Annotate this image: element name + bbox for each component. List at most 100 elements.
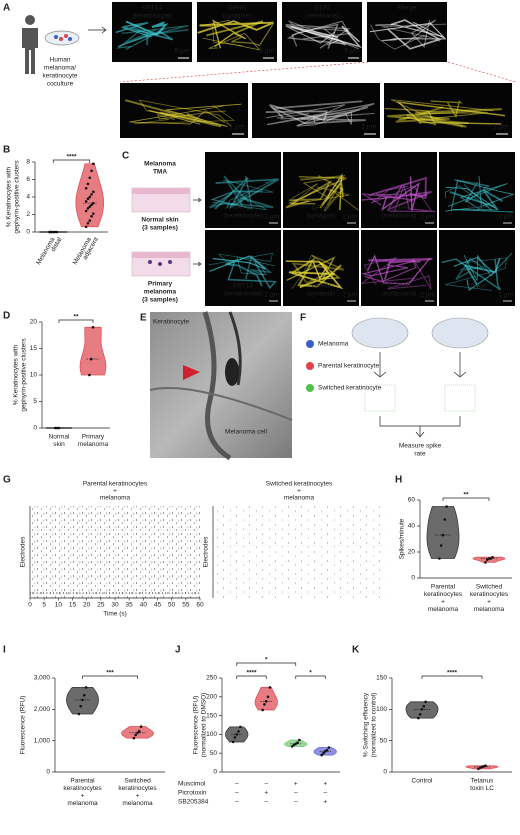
significance-bracket	[295, 675, 326, 679]
x-tick-label: melanoma	[474, 606, 505, 613]
x-tick-label: +	[81, 793, 85, 800]
x-axis-label: Time (s)	[103, 611, 127, 618]
data-point	[266, 695, 270, 699]
sample-label: melanoma	[144, 289, 177, 296]
scale-label: 2 µm	[420, 214, 435, 221]
channel-subtitle: (melanoma)	[382, 213, 417, 220]
signal	[396, 101, 506, 125]
em-image	[149, 311, 293, 461]
y-tick-label: 6	[26, 176, 30, 183]
panel-label: F	[300, 313, 306, 324]
x-tick-label: 60	[196, 602, 204, 609]
y-axis-label: (normalized to DMSO)	[201, 693, 208, 758]
signal	[231, 23, 274, 47]
y-tick-label: 200	[206, 694, 217, 701]
signal	[361, 184, 432, 212]
signal	[302, 177, 359, 211]
violin	[254, 687, 278, 711]
raster	[213, 506, 385, 598]
panel-label: G	[3, 475, 11, 486]
significance-bracket	[52, 159, 91, 163]
data-point	[90, 203, 93, 207]
signal	[362, 193, 427, 206]
signal	[444, 179, 515, 212]
x-tick-label: Switched	[476, 584, 503, 591]
signal	[445, 184, 493, 211]
micrograph	[361, 230, 437, 306]
x-tick-label: 15	[69, 602, 77, 609]
data-point	[83, 693, 86, 697]
treatment-name: Picrotoxin	[178, 790, 207, 797]
channel-subtitle: (keratinocyte)	[223, 291, 262, 298]
data-point	[139, 725, 143, 728]
data-point	[92, 201, 95, 205]
signal	[227, 261, 277, 290]
y-axis-label: Fluorescence (RFU)	[193, 696, 200, 755]
data-point	[84, 186, 88, 190]
y-tick-label: 250	[206, 675, 217, 682]
scale-label: 5 µm	[344, 48, 359, 55]
legend-swatch	[306, 384, 314, 392]
panel-label: H	[395, 475, 402, 486]
data-point	[138, 729, 141, 733]
micrograph	[439, 152, 515, 228]
data-point	[84, 686, 88, 689]
signal	[395, 106, 464, 128]
data-point	[231, 740, 235, 744]
sample-label: Primary	[148, 281, 173, 288]
channel-title: KRT14	[233, 205, 253, 212]
significance-label: *	[309, 670, 312, 677]
treatment-mark: +	[323, 799, 327, 806]
signal	[291, 183, 350, 205]
y-axis-label: Electrodes	[203, 536, 210, 567]
signal	[236, 256, 275, 276]
channel-title: S100A6	[387, 205, 411, 212]
data-point	[439, 544, 443, 547]
person-icon	[22, 15, 38, 74]
treatment-mark: –	[264, 781, 268, 788]
data-point	[235, 733, 239, 736]
y-tick-label: 150	[376, 675, 387, 682]
data-point	[54, 426, 57, 430]
scale-label: 1 µm	[493, 124, 508, 131]
signal	[121, 25, 189, 51]
data-point	[92, 190, 95, 194]
x-tick-label: melanoma	[67, 800, 98, 807]
y-tick-label: 20	[30, 319, 38, 326]
x-tick-label: 20	[83, 602, 91, 609]
signal	[148, 103, 242, 127]
signal	[286, 256, 341, 281]
signal	[118, 26, 160, 47]
signal	[453, 256, 495, 291]
data-point	[443, 518, 447, 521]
significance-label: *	[265, 657, 268, 664]
channel-title: S100	[314, 5, 330, 12]
scale-label: 1 µm	[361, 124, 376, 131]
signal	[115, 21, 174, 41]
data-point	[89, 357, 93, 361]
dish-schematics	[351, 317, 489, 438]
legend-label: Melanoma	[318, 341, 349, 348]
scale-label: 2 µm	[342, 292, 357, 299]
legend-label: Switched keratinocyte	[318, 385, 382, 392]
data-point	[92, 212, 95, 215]
sample-label: (3 samples)	[142, 297, 178, 304]
treatment-mark: +	[294, 781, 298, 788]
data-point	[418, 713, 422, 716]
signal	[384, 107, 437, 126]
signal	[319, 173, 344, 211]
data-point	[84, 200, 88, 203]
scale-label: 2 µm	[264, 292, 279, 299]
em-label: Keratinocyte	[153, 319, 190, 326]
data-point	[55, 426, 59, 430]
tma-label: TMA	[153, 169, 167, 176]
scale-label: 5 µm	[259, 48, 274, 55]
treatment-mark: –	[235, 790, 239, 797]
signal	[290, 25, 363, 49]
channel-title: GPHN	[312, 205, 331, 212]
signal	[445, 257, 508, 291]
y-tick-label: 150	[206, 712, 217, 719]
raster-title: +	[297, 488, 301, 495]
treatment-mark: –	[235, 799, 239, 806]
